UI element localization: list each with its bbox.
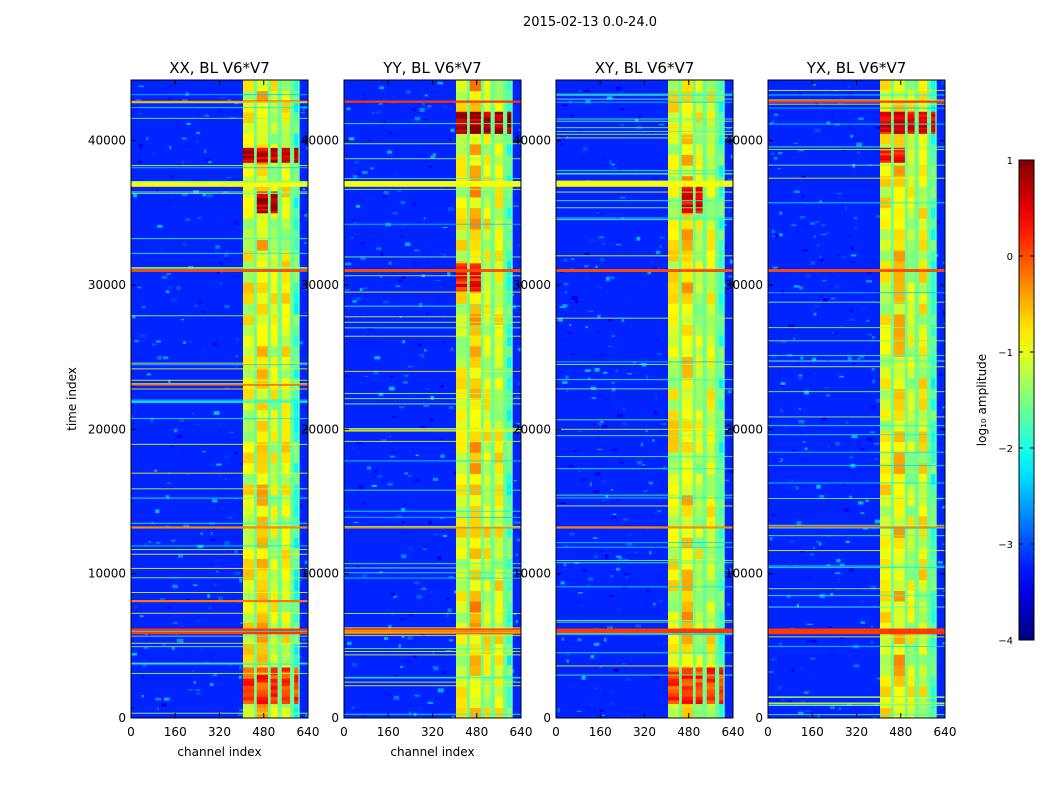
y-tick-label: 10000 bbox=[88, 567, 126, 581]
y-tick-label: 40000 bbox=[88, 134, 126, 148]
panel-2: 0 160 320 480 640 0 10000 20000 30000 40000 YY, BL… bbox=[301, 59, 533, 759]
panel-4: 0 160 320 480 640 0 10000 20000 30000 40000 YX, BL… bbox=[725, 59, 957, 739]
x-tick-label: 480 bbox=[677, 725, 700, 739]
y-tick-label: 30000 bbox=[88, 278, 126, 292]
x-tick-label: 0 bbox=[764, 725, 772, 739]
x-tick-label: 0 bbox=[552, 725, 560, 739]
x-axis-label: channel index bbox=[177, 745, 261, 759]
x-axis-label: channel index bbox=[390, 745, 474, 759]
y-tick-label: 30000 bbox=[725, 278, 763, 292]
x-tick-label: 640 bbox=[934, 725, 957, 739]
x-tick-label: 160 bbox=[164, 725, 187, 739]
heatmap-image bbox=[556, 80, 733, 718]
colorbar-tick-label: −2 bbox=[998, 444, 1013, 455]
y-tick-label: 20000 bbox=[725, 422, 763, 436]
x-tick-label: 640 bbox=[510, 725, 533, 739]
x-tick-label: 0 bbox=[127, 725, 135, 739]
panel-title: XY, BL V6*V7 bbox=[595, 59, 695, 77]
colorbar-gradient bbox=[1018, 159, 1035, 641]
y-tick-label: 0 bbox=[543, 711, 551, 725]
y-tick-label: 10000 bbox=[725, 567, 763, 581]
y-tick-label: 40000 bbox=[301, 134, 339, 148]
colorbar-tick-label: −3 bbox=[998, 540, 1013, 551]
x-tick-label: 480 bbox=[465, 725, 488, 739]
heatmap-image bbox=[131, 80, 308, 718]
y-tick-label: 20000 bbox=[88, 422, 126, 436]
x-tick-label: 160 bbox=[377, 725, 400, 739]
colorbar-tick-label: 1 bbox=[1007, 156, 1013, 167]
x-tick-label: 320 bbox=[208, 725, 231, 739]
colorbar-tick-label: −4 bbox=[998, 636, 1013, 647]
x-tick-label: 320 bbox=[845, 725, 868, 739]
x-tick-label: 160 bbox=[589, 725, 612, 739]
x-tick-label: 320 bbox=[633, 725, 656, 739]
colorbar: 1 0 −1 −2 −3 −4 log₁₀ amplitude bbox=[975, 156, 1035, 647]
y-tick-label: 10000 bbox=[513, 567, 551, 581]
figure-title: 2015-02-13 0.0-24.0 bbox=[523, 15, 657, 30]
panel-1: 0 160 320 480 640 0 10000 20000 30000 40000 XX, BL… bbox=[65, 59, 319, 759]
y-tick-label: 30000 bbox=[301, 278, 339, 292]
x-tick-label: 480 bbox=[889, 725, 912, 739]
y-tick-label: 30000 bbox=[513, 278, 551, 292]
y-tick-label: 10000 bbox=[301, 567, 339, 581]
colorbar-tick-label: 0 bbox=[1007, 252, 1013, 263]
y-tick-label: 20000 bbox=[513, 422, 551, 436]
y-tick-label: 0 bbox=[118, 711, 126, 725]
heatmap-image bbox=[344, 80, 521, 718]
x-tick-label: 640 bbox=[722, 725, 745, 739]
panel-title: YY, BL V6*V7 bbox=[382, 59, 481, 77]
y-tick-label: 40000 bbox=[725, 134, 763, 148]
y-tick-label: 20000 bbox=[301, 422, 339, 436]
y-tick-label: 40000 bbox=[513, 134, 551, 148]
heatmap-image bbox=[768, 80, 945, 718]
y-tick-label: 0 bbox=[755, 711, 763, 725]
colorbar-tick-label: −1 bbox=[998, 348, 1013, 359]
x-tick-label: 640 bbox=[297, 725, 320, 739]
panel-title: YX, BL V6*V7 bbox=[806, 59, 907, 77]
x-tick-label: 320 bbox=[421, 725, 444, 739]
x-tick-label: 0 bbox=[340, 725, 348, 739]
y-tick-label: 0 bbox=[331, 711, 339, 725]
y-axis-label: time index bbox=[65, 367, 79, 431]
panel-3: 0 160 320 480 640 0 10000 20000 30000 40000 XY, BL… bbox=[513, 59, 745, 739]
x-tick-label: 480 bbox=[252, 725, 275, 739]
x-tick-label: 160 bbox=[801, 725, 824, 739]
colorbar-label: log₁₀ amplitude bbox=[975, 354, 989, 446]
panel-title: XX, BL V6*V7 bbox=[169, 59, 270, 77]
